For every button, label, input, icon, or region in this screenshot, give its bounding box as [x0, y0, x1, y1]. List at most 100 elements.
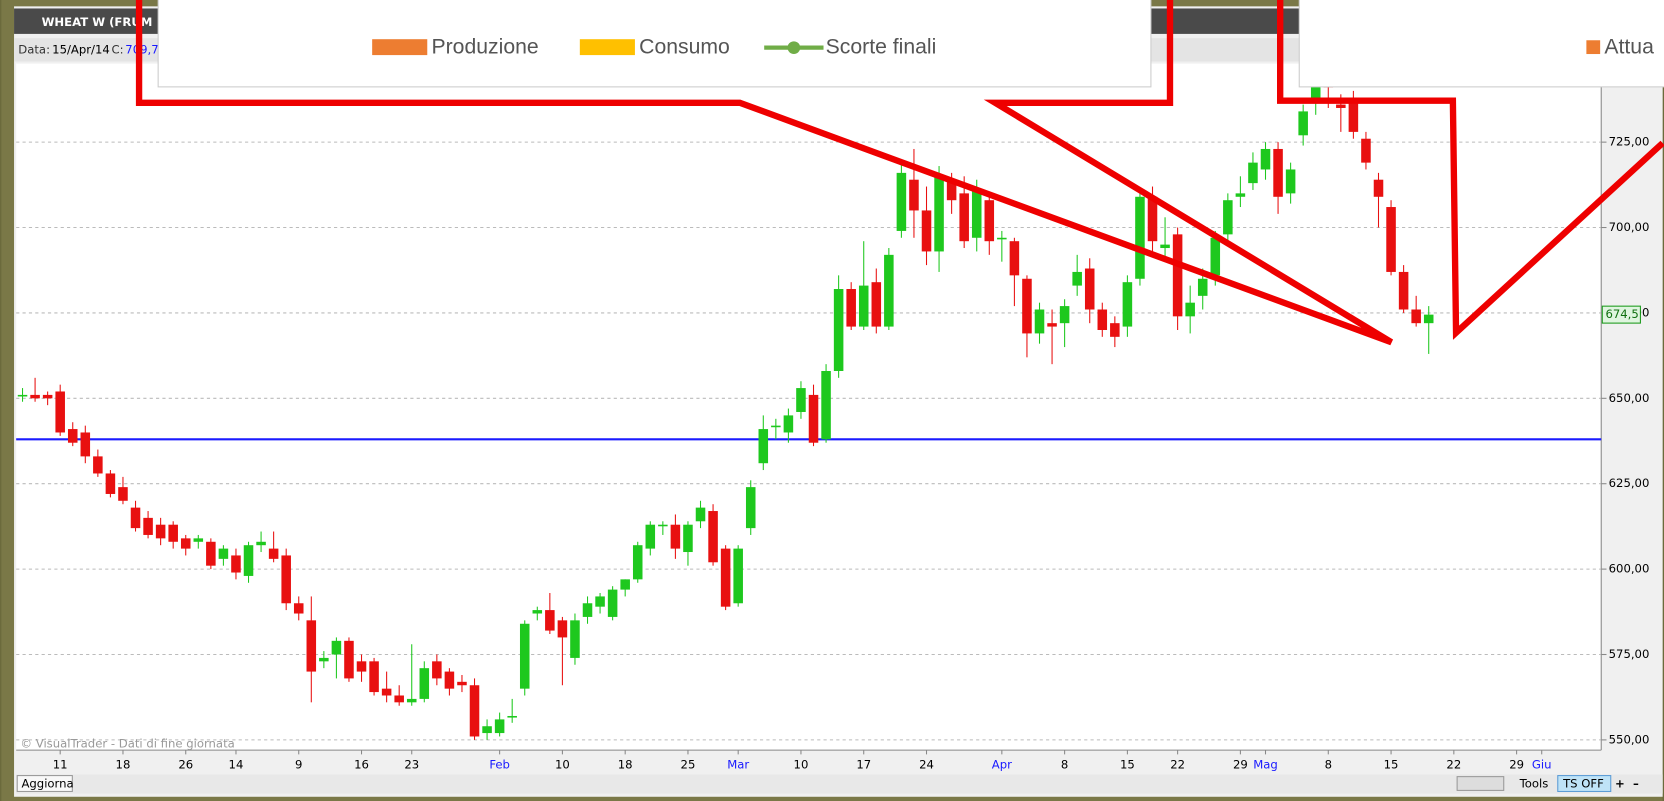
copyright: © VisualTrader - Dati di fine giornata: [20, 736, 234, 750]
candle-body: [921, 210, 932, 252]
candle-body: [1223, 200, 1233, 235]
minus-button[interactable]: –: [1633, 777, 1639, 791]
candle-body: [105, 473, 116, 494]
info-close-label: C:: [112, 42, 124, 56]
candle-body: [1298, 111, 1308, 136]
candle-body: [67, 429, 78, 443]
candle-body: [281, 555, 291, 604]
candle-body: [833, 289, 844, 371]
candle-body: [1160, 244, 1170, 249]
candle-body: [971, 189, 982, 238]
candle-body: [1386, 207, 1396, 272]
candle-body: [306, 620, 317, 672]
x-tick-label: 24: [919, 757, 934, 771]
candle-body: [570, 620, 580, 658]
candle-body: [1147, 196, 1158, 242]
candle-body: [532, 610, 543, 614]
candle-body: [771, 425, 781, 428]
scrollbar[interactable]: [1456, 776, 1505, 791]
x-tick-label: Apr: [992, 757, 1012, 771]
candle-body: [519, 623, 530, 689]
candle-body: [645, 524, 656, 549]
legend-swatch-production: [372, 39, 428, 56]
candle-body: [494, 719, 505, 734]
y-tick-label: 600,00: [1609, 562, 1650, 576]
candle-body: [1285, 169, 1296, 194]
update-button[interactable]: [16, 775, 73, 792]
candle-body: [180, 538, 191, 549]
x-tick-label: 8: [1325, 757, 1332, 771]
candle-body: [118, 487, 128, 501]
last-price-box: [1601, 305, 1641, 324]
candle-body: [1172, 234, 1183, 317]
candle-body: [758, 429, 769, 464]
candle-body: [344, 640, 354, 679]
candle-body: [796, 388, 806, 412]
candle-body: [268, 548, 279, 559]
candle-body: [909, 179, 919, 211]
candle-body: [1197, 278, 1208, 296]
x-tick-label: 25: [681, 757, 696, 771]
x-tick-label: 29: [1233, 757, 1248, 771]
x-tick-label: 16: [354, 757, 369, 771]
candle-body: [846, 289, 856, 327]
candle-body: [432, 661, 442, 679]
x-tick-label: 18: [116, 757, 131, 771]
y-tick-label: 550,00: [1609, 732, 1650, 746]
x-tick-label: 17: [856, 757, 871, 771]
candle-body: [708, 511, 718, 563]
x-tick-label: 22: [1170, 757, 1185, 771]
y-tick-label: 725,00: [1609, 135, 1650, 149]
candle-body: [1260, 148, 1271, 170]
candle-body: [331, 640, 342, 655]
candle-body: [1009, 241, 1020, 276]
candle-body: [695, 507, 706, 522]
candle-body: [1398, 271, 1409, 310]
candle-body: [1310, 84, 1321, 102]
candle-body: [620, 579, 630, 590]
legend-label: Scorte finali: [826, 35, 937, 58]
candle-body: [130, 507, 141, 529]
ts-button[interactable]: [1557, 775, 1612, 792]
candle-body: [193, 538, 204, 542]
candle-body: [1361, 138, 1371, 163]
candle-body: [1084, 268, 1095, 310]
candle-body: [658, 524, 668, 527]
candle-body: [1373, 179, 1384, 197]
window-title: WHEAT W (FRUM: [42, 15, 153, 29]
candle-body: [469, 685, 480, 737]
candle-body: [582, 603, 593, 617]
x-tick-label: 15: [1120, 757, 1135, 771]
candle-body: [1047, 323, 1057, 327]
candle-body: [381, 688, 392, 696]
candle-body: [934, 176, 944, 252]
candle-body: [607, 589, 618, 617]
tools-button[interactable]: Tools: [1519, 777, 1549, 791]
y-tick-label: 575,00: [1609, 647, 1650, 661]
candle-body: [1135, 196, 1145, 279]
info-date-label: Data:: [18, 42, 50, 56]
candle-body: [1185, 302, 1195, 317]
candle-body: [243, 545, 254, 576]
legend-popup-right: [1298, 0, 1664, 88]
candle-body: [884, 254, 894, 327]
candle-body: [1097, 309, 1108, 331]
candle-body: [670, 524, 681, 549]
candle-body: [808, 394, 819, 443]
x-tick-label: 29: [1509, 757, 1524, 771]
legend-popup: [157, 0, 1152, 88]
legend-swatch-consumption: [579, 39, 635, 56]
candle-body: [93, 456, 103, 474]
candle-body: [1059, 306, 1070, 324]
plus-button[interactable]: +: [1615, 777, 1625, 791]
legend-label: Attua: [1604, 35, 1654, 58]
x-tick-label: 15: [1384, 757, 1399, 771]
last-price-label: 674,5: [1605, 307, 1638, 321]
candle-body: [821, 370, 831, 440]
info-date: 15/Apr/14: [52, 42, 110, 56]
y-tick-label: 625,00: [1609, 476, 1650, 490]
candle-body: [871, 282, 882, 327]
candle-body: [1336, 104, 1346, 108]
legend-swatch-right: [1586, 40, 1601, 55]
